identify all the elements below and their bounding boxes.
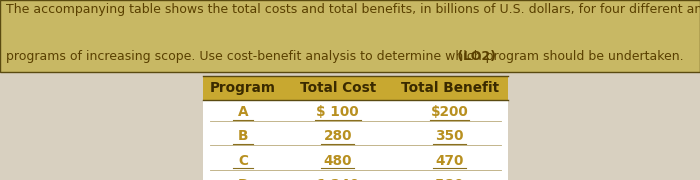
Text: 280: 280 <box>323 129 352 143</box>
Text: The accompanying table shows the total costs and total benefits, in billions of : The accompanying table shows the total c… <box>6 3 700 16</box>
Text: Total Benefit: Total Benefit <box>400 81 499 95</box>
Text: A: A <box>238 105 248 119</box>
Text: 480: 480 <box>323 154 352 168</box>
Text: (LO2): (LO2) <box>454 50 496 63</box>
Text: 350: 350 <box>435 129 464 143</box>
Text: 580: 580 <box>435 178 464 180</box>
FancyBboxPatch shape <box>0 0 700 72</box>
Text: 470: 470 <box>435 154 464 168</box>
Text: $200: $200 <box>431 105 468 119</box>
Text: $ 100: $ 100 <box>316 105 359 119</box>
Text: programs of increasing scope. Use cost-benefit analysis to determine which progr: programs of increasing scope. Use cost-b… <box>6 50 683 63</box>
Text: C: C <box>238 154 248 168</box>
Text: 1,240: 1,240 <box>316 178 359 180</box>
Text: B: B <box>238 129 248 143</box>
Text: Total Cost: Total Cost <box>300 81 376 95</box>
Text: D: D <box>237 178 249 180</box>
Text: Program: Program <box>210 81 276 95</box>
